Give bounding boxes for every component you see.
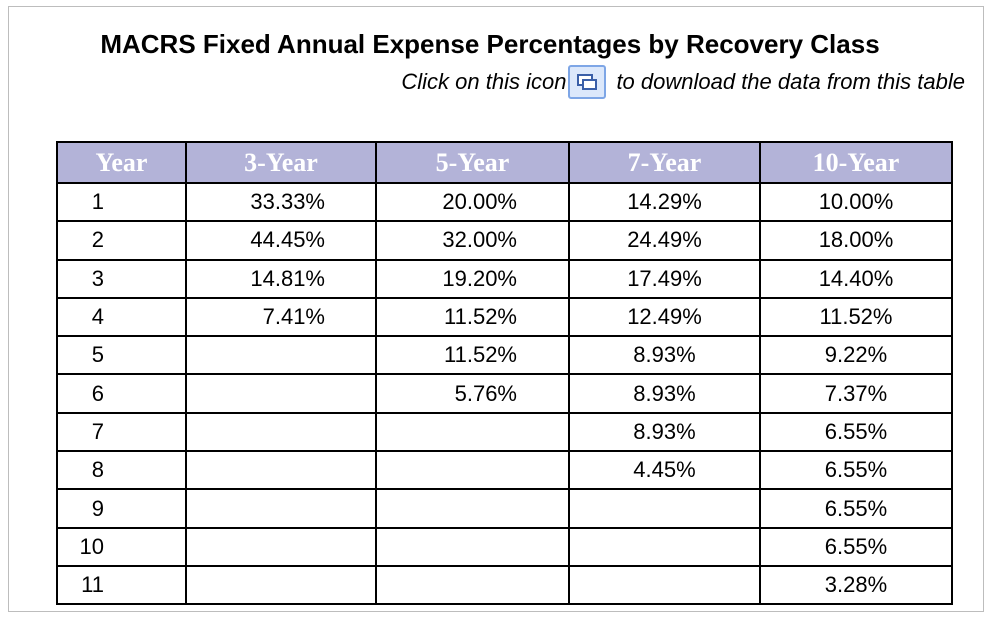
header-row: Year 3-Year 5-Year 7-Year 10-Year: [56, 141, 953, 184]
table-cell: 17.49%: [568, 258, 761, 299]
table-row: 1 33.33% 20.00% 14.29% 10.00%: [56, 181, 953, 223]
table-row: 2 44.45% 32.00% 24.49% 18.00%: [56, 220, 953, 261]
column-header: 7-Year: [568, 141, 761, 184]
table-cell: 44.45%: [185, 220, 377, 261]
table-cell: [375, 564, 570, 606]
table-row: 11 3.28%: [56, 564, 953, 606]
table-cell: 9: [56, 488, 187, 529]
table-cell: 7.41%: [185, 296, 377, 338]
subtitle: Click on this icon to download the data …: [401, 65, 965, 99]
table-cell: [375, 488, 570, 529]
table-row: 4 7.41% 11.52% 12.49% 11.52%: [56, 296, 953, 338]
table-cell: 4.45%: [568, 450, 761, 491]
column-header: 10-Year: [759, 141, 953, 184]
table-row: 5 11.52% 8.93% 9.22%: [56, 335, 953, 376]
table-row: 8 4.45% 6.55%: [56, 450, 953, 491]
table-cell: 8.93%: [568, 335, 761, 376]
table-cell: [375, 450, 570, 491]
table-cell: 14.81%: [185, 258, 377, 299]
table-cell: 11: [56, 564, 187, 606]
table-cell: [568, 526, 761, 567]
table-cell: 19.20%: [375, 258, 570, 299]
column-header: 3-Year: [185, 141, 377, 184]
icon-glyph: [577, 74, 598, 90]
table-cell: 3.28%: [759, 564, 953, 606]
table-cell: 4: [56, 296, 187, 338]
table-cell: 6.55%: [759, 411, 953, 453]
table-cell: 6.55%: [759, 450, 953, 491]
title: MACRS Fixed Annual Expense Percentages b…: [100, 29, 880, 59]
table-cell: [375, 526, 570, 567]
table-cell: [185, 411, 377, 453]
table-cell: [185, 373, 377, 414]
table-cell: 11.52%: [375, 335, 570, 376]
table-row: 7 8.93% 6.55%: [56, 411, 953, 453]
table-cell: [185, 526, 377, 567]
column-header: Year: [56, 141, 187, 184]
table-row: 6 5.76% 8.93% 7.37%: [56, 373, 953, 414]
table-cell: 9.22%: [759, 335, 953, 376]
subtitle-after: to download the data from this table: [616, 69, 965, 94]
table-cell: 14.40%: [759, 258, 953, 299]
table-cell: 18.00%: [759, 220, 953, 261]
table-cell: 2: [56, 220, 187, 261]
table-cell: [185, 488, 377, 529]
data-table: Year 3-Year 5-Year 7-Year 10-Year 1 33.33% 20.0…: [56, 141, 953, 606]
table-cell: 3: [56, 258, 187, 299]
table-cell: [185, 335, 377, 376]
column-header: 5-Year: [375, 141, 570, 184]
table-row: 10 6.55%: [56, 526, 953, 567]
table-cell: 6: [56, 373, 187, 414]
table-cell: [185, 450, 377, 491]
table-cell: [185, 564, 377, 606]
table-row: 9 6.55%: [56, 488, 953, 529]
table-cell: [568, 488, 761, 529]
table-cell: 8.93%: [568, 411, 761, 453]
table-cell: 8: [56, 450, 187, 491]
table-cell: 11.52%: [759, 296, 953, 338]
table-cell: 10.00%: [759, 181, 953, 223]
table-cell: 7.37%: [759, 373, 953, 414]
table-cell: 14.29%: [568, 181, 761, 223]
table-cell: 6.55%: [759, 488, 953, 529]
table-cell: 11.52%: [375, 296, 570, 338]
table-cell: 6.55%: [759, 526, 953, 567]
table-cell: [568, 564, 761, 606]
download-icon[interactable]: [568, 65, 607, 99]
table-cell: 20.00%: [375, 181, 570, 223]
table-cell: 5.76%: [375, 373, 570, 414]
table-cell: 5: [56, 335, 187, 376]
table-cell: 32.00%: [375, 220, 570, 261]
frame: MACRS Fixed Annual Expense Percentages b…: [8, 6, 984, 612]
table-cell: 1: [56, 181, 187, 223]
table-cell: 7: [56, 411, 187, 453]
table-cell: 24.49%: [568, 220, 761, 261]
table-cell: [375, 411, 570, 453]
subtitle-before: Click on this icon: [401, 69, 567, 94]
table-cell: 10: [56, 526, 187, 567]
table-cell: 33.33%: [185, 181, 377, 223]
table-cell: 8.93%: [568, 373, 761, 414]
table-cell: 12.49%: [568, 296, 761, 338]
table-row: 3 14.81% 19.20% 17.49% 14.40%: [56, 258, 953, 299]
